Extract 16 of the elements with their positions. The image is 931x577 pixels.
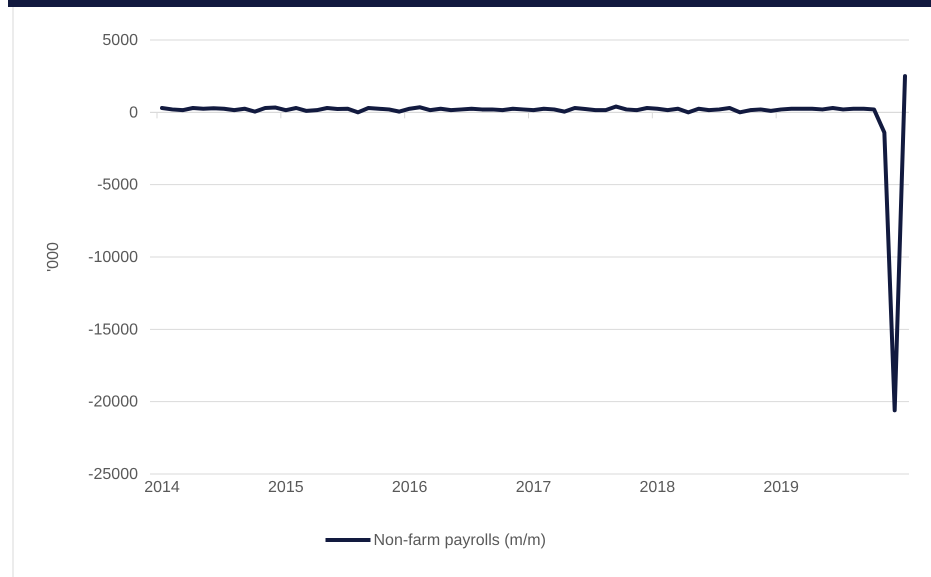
y-tick-label: -10000	[88, 249, 138, 266]
x-tick-label: 2016	[392, 479, 428, 496]
x-tick-label: 2019	[763, 479, 800, 496]
y-tick-label: -20000	[88, 394, 138, 411]
y-axis-title: '000	[45, 242, 62, 272]
legend-label: Non-farm payrolls (m/m)	[374, 532, 546, 549]
y-tick-label: 5000	[102, 32, 138, 49]
y-tick-label: 0	[129, 104, 138, 122]
y-tick-label: -25000	[88, 466, 138, 483]
x-tick-label: 2015	[268, 479, 304, 496]
x-tick-label: 2018	[640, 479, 676, 496]
x-tick-label: 2014	[144, 479, 180, 496]
y-tick-label: -5000	[97, 176, 138, 194]
y-tick-label: -15000	[88, 321, 138, 338]
x-tick-label: 2017	[516, 479, 552, 496]
line-series	[160, 74, 907, 412]
